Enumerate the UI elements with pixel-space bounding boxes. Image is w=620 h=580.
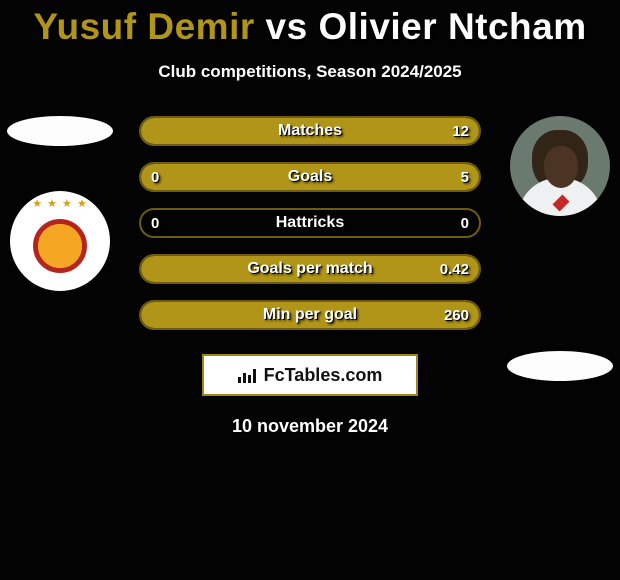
branding-box: FcTables.com [202, 354, 418, 396]
stats-bars: 12Matches05Goals00Hattricks0.42Goals per… [139, 116, 481, 330]
left-column: ★ ★ ★ ★ [0, 116, 120, 291]
club-stars-icon: ★ ★ ★ ★ [10, 197, 110, 210]
player1-club-logo: ★ ★ ★ ★ [10, 191, 110, 291]
stat-bar: 0 0Hattricks [139, 208, 481, 238]
stat-bar: 260Min per goal [139, 300, 481, 330]
chart-bars-icon [238, 367, 258, 383]
stat-bar: 05Goals [139, 162, 481, 192]
stat-bar: 12Matches [139, 116, 481, 146]
player1-flag-placeholder [7, 116, 113, 146]
player2-photo [510, 116, 610, 216]
page-title: Yusuf Demir vs Olivier Ntcham [0, 0, 620, 48]
stat-bar: 0.42Goals per match [139, 254, 481, 284]
galatasaray-badge-icon [33, 219, 87, 273]
right-column [500, 116, 620, 381]
stat-value-right: 260 [444, 307, 469, 324]
stat-value-right: 0 [461, 215, 469, 232]
stat-value-left: 0 [151, 215, 159, 232]
bar-fill [141, 302, 479, 328]
stat-label: Hattricks [141, 214, 479, 232]
title-player2: Olivier Ntcham [318, 6, 586, 47]
bar-fill [141, 164, 479, 190]
bar-fill [141, 256, 479, 282]
stat-value-right: 0.42 [440, 261, 469, 278]
title-player1: Yusuf Demir [33, 6, 254, 47]
branding-text: FcTables.com [264, 365, 383, 386]
subtitle: Club competitions, Season 2024/2025 [0, 62, 620, 82]
stat-value-right: 12 [452, 123, 469, 140]
stat-value-right: 5 [461, 169, 469, 186]
title-vs: vs [266, 6, 308, 47]
stat-value-left: 0 [151, 169, 159, 186]
comparison-date: 10 november 2024 [0, 416, 620, 437]
bar-fill [141, 118, 479, 144]
player2-club-placeholder [507, 351, 613, 381]
